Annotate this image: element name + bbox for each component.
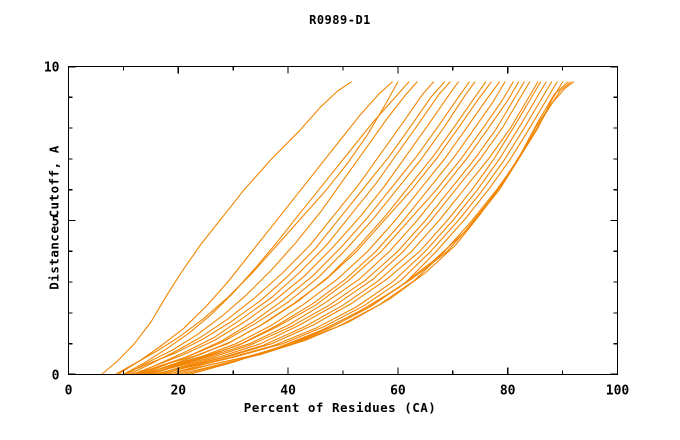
data-curve bbox=[161, 81, 542, 376]
data-curve bbox=[125, 81, 418, 376]
data-curve bbox=[150, 81, 520, 376]
data-curve bbox=[155, 81, 531, 376]
data-curve bbox=[136, 81, 476, 376]
data-curve bbox=[147, 81, 506, 376]
data-curve bbox=[158, 81, 547, 376]
chart-title: R0989-D1 bbox=[309, 13, 371, 27]
x-tick-label: 100 bbox=[606, 384, 630, 399]
data-curve bbox=[139, 81, 514, 376]
data-curve bbox=[166, 81, 553, 376]
y-tick-labels: 0 5 10 bbox=[44, 61, 60, 384]
x-tick-label: 0 bbox=[65, 384, 73, 399]
data-curve bbox=[114, 81, 399, 376]
data-curve bbox=[128, 81, 435, 376]
axes-frame bbox=[67, 65, 619, 376]
y-tick-label: 5 bbox=[52, 215, 60, 230]
data-curve bbox=[122, 81, 446, 376]
y-tick-label: 0 bbox=[52, 369, 60, 384]
axis-ticks bbox=[68, 66, 618, 375]
x-tick-label: 80 bbox=[500, 384, 516, 399]
x-tick-label: 40 bbox=[280, 384, 296, 399]
data-curve bbox=[153, 81, 539, 376]
data-curves-group bbox=[100, 81, 575, 376]
x-tick-label: 60 bbox=[390, 384, 406, 399]
data-curve bbox=[144, 81, 525, 376]
x-tick-label: 20 bbox=[170, 384, 186, 399]
data-curve bbox=[142, 81, 501, 376]
plot-frame bbox=[67, 65, 619, 376]
y-tick-label: 10 bbox=[44, 61, 60, 76]
y-axis-label: Distance Cutoff, A bbox=[46, 145, 62, 290]
data-curve bbox=[188, 81, 575, 376]
data-curve bbox=[117, 81, 393, 376]
data-curve bbox=[183, 81, 572, 376]
x-axis-label: Percent of Residues (CA) bbox=[243, 400, 437, 415]
x-tick-labels: 0 20 40 60 80 100 bbox=[65, 384, 630, 399]
data-curve bbox=[131, 81, 459, 376]
data-curve bbox=[122, 81, 410, 376]
data-curve bbox=[133, 81, 492, 376]
data-curve bbox=[133, 81, 451, 376]
data-curve bbox=[100, 81, 352, 376]
